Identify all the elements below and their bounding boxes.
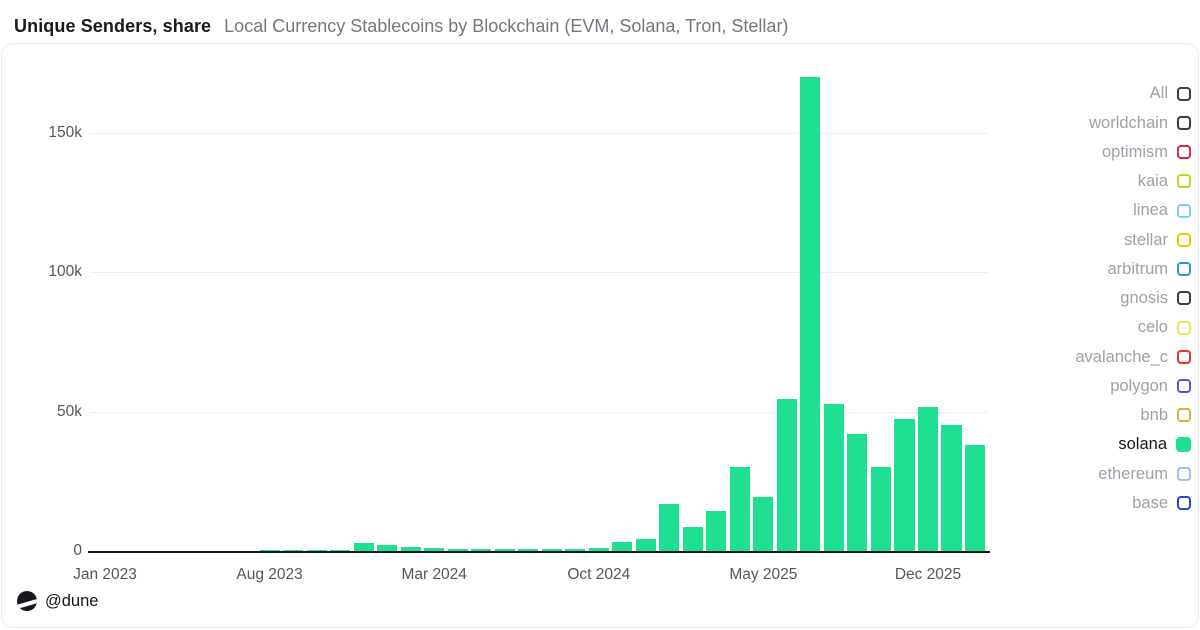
bar-feb-2025 [682,526,703,551]
legend-swatch-solana[interactable] [1176,437,1191,453]
bar-nov-2023 [330,550,351,551]
bar-jan-2024 [377,544,398,551]
legend-item-gnosis[interactable]: gnosis [1075,284,1191,313]
legend-swatch-ethereum[interactable] [1177,466,1191,481]
chart-card [1,43,1199,628]
legend-swatch-kaia[interactable] [1177,174,1191,189]
y-axis-tick-label: 0 [73,542,82,559]
gridline-150k [90,133,988,134]
legend-label: ethereum [1098,464,1168,483]
legend-swatch-polygon[interactable] [1177,379,1191,394]
legend-swatch-linea[interactable] [1177,203,1191,218]
legend-swatch-optimism[interactable] [1177,145,1191,160]
legend-swatch-gnosis[interactable] [1177,291,1191,306]
bar-jul-2025 [800,77,821,551]
bar-oct-2023 [306,550,327,551]
chart-header: Unique Senders, share Local Currency Sta… [14,16,788,37]
legend-item-celo[interactable]: celo [1075,313,1191,342]
y-axis-tick-label: 150k [48,124,82,141]
dune-handle: @dune [45,592,99,610]
gridline-100k [90,272,988,273]
legend-label: base [1132,493,1168,512]
gridline-50k [90,412,988,413]
legend-item-worldchain[interactable]: worldchain [1075,108,1191,137]
legend-item-all[interactable]: All [1075,79,1191,108]
legend-swatch-avalanche_c[interactable] [1177,349,1191,364]
legend-item-kaia[interactable]: kaia [1075,167,1191,196]
legend-label: optimism [1101,142,1168,161]
legend-label: bnb [1140,406,1168,425]
legend-label: avalanche_c [1075,347,1168,366]
x-axis-tick-label: Jan 2023 [73,566,137,583]
legend-item-base[interactable]: base [1075,489,1191,518]
bar-aug-2023 [259,550,280,551]
legend-item-linea[interactable]: linea [1075,196,1191,225]
x-axis-tick-label: Aug 2023 [236,566,303,583]
legend-label: gnosis [1120,289,1168,308]
bar-dec-2025 [917,406,939,551]
bar-may-2024 [471,548,492,551]
legend-label: All [1149,84,1168,103]
bar-may-2025 [753,496,774,551]
legend-swatch-arbitrum[interactable] [1177,262,1191,277]
x-axis-tick-label: May 2025 [729,566,798,583]
legend-swatch-bnb[interactable] [1177,408,1191,423]
legend: All worldchain optimism kaia linea stellar arb… [1075,79,1191,518]
bar-mar-2025 [706,510,727,551]
x-axis-tick-label: Mar 2024 [401,566,467,583]
legend-item-optimism[interactable]: optimism [1075,138,1191,167]
y-axis-tick-label: 100k [48,263,82,280]
bar-feb-2026 [964,445,986,551]
bar-apr-2024 [447,548,468,551]
legend-item-arbitrum[interactable]: arbitrum [1075,255,1191,284]
bar-jan-2025 [659,504,680,551]
legend-label: polygon [1110,376,1168,395]
legend-item-ethereum[interactable]: ethereum [1075,459,1191,488]
bar-mar-2024 [424,547,445,551]
legend-item-polygon[interactable]: polygon [1075,372,1191,401]
legend-swatch-stellar[interactable] [1177,232,1191,247]
bar-oct-2024 [588,547,609,551]
legend-swatch-all[interactable] [1177,86,1191,101]
dune-logo-icon [17,591,37,611]
bar-oct-2025 [870,467,892,551]
bar-sep-2024 [565,548,586,551]
watermark: @dune [17,591,98,611]
bar-aug-2024 [541,549,562,551]
bar-sep-2025 [847,434,868,551]
legend-label: kaia [1137,172,1168,191]
legend-swatch-celo[interactable] [1177,320,1191,335]
bar-sep-2023 [283,550,304,551]
legend-item-avalanche_c[interactable]: avalanche_c [1075,342,1191,371]
bar-feb-2024 [400,546,421,551]
x-axis-tick-label: Dec 2025 [894,566,962,583]
bar-nov-2025 [894,418,915,551]
legend-label: stellar [1123,230,1168,249]
legend-item-solana[interactable]: solana [1075,430,1191,459]
bar-nov-2024 [612,542,633,551]
bar-jun-2024 [494,549,515,551]
bar-jun-2025 [776,399,797,551]
y-axis-tick-label: 50k [57,403,82,420]
legend-swatch-base[interactable] [1177,496,1191,511]
x-axis-line [88,551,990,553]
bar-dec-2023 [353,543,374,551]
bar-apr-2025 [729,467,750,551]
bar-aug-2025 [823,404,844,551]
legend-label: linea [1133,201,1168,220]
legend-label: celo [1137,318,1168,337]
legend-item-stellar[interactable]: stellar [1075,225,1191,254]
bar-dec-2024 [635,538,656,551]
x-axis-tick-label: Oct 2024 [567,566,631,583]
bar-jul-2024 [518,549,539,551]
legend-item-bnb[interactable]: bnb [1075,401,1191,430]
chart-title: Unique Senders, share [14,16,212,36]
legend-label: worldchain [1089,113,1168,132]
legend-swatch-worldchain[interactable] [1177,115,1191,130]
chart-subtitle: Local Currency Stablecoins by Blockchain… [224,16,789,36]
legend-label: solana [1118,435,1167,454]
legend-label: arbitrum [1107,259,1168,278]
bar-jan-2026 [941,425,962,551]
